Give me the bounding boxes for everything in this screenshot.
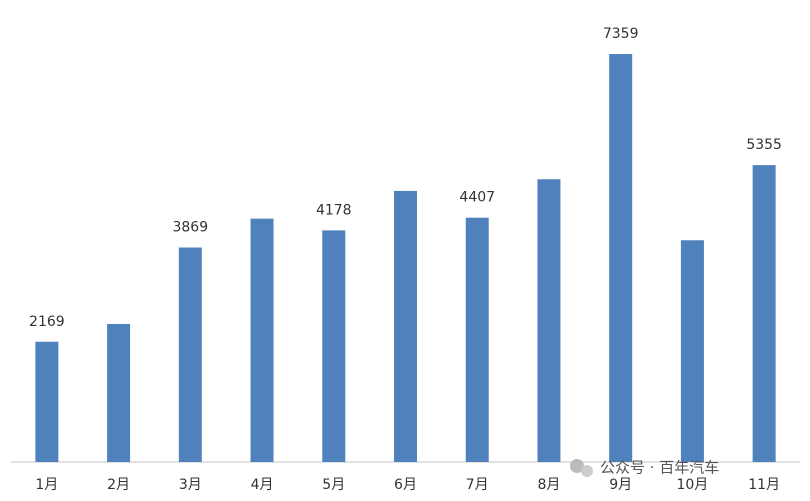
bar bbox=[680, 240, 704, 462]
x-tick-label: 11月 bbox=[748, 477, 780, 493]
x-tick-label: 2月 bbox=[107, 477, 130, 493]
x-tick-label: 9月 bbox=[609, 477, 632, 493]
bar bbox=[465, 217, 489, 462]
data-label: 7359 bbox=[603, 26, 639, 42]
bar bbox=[752, 165, 776, 462]
bar bbox=[322, 230, 346, 462]
x-tick-label: 5月 bbox=[322, 477, 345, 493]
x-tick-label: 3月 bbox=[179, 477, 202, 493]
bar bbox=[107, 323, 131, 462]
x-tick-label: 7月 bbox=[466, 477, 489, 493]
bar bbox=[394, 190, 417, 462]
bar bbox=[35, 341, 59, 462]
bar bbox=[250, 218, 274, 462]
x-tick-label: 6月 bbox=[394, 477, 417, 493]
data-label: 4178 bbox=[316, 202, 352, 218]
x-tick-label: 8月 bbox=[537, 477, 560, 493]
x-tick-label: 10月 bbox=[676, 477, 708, 493]
data-label: 4407 bbox=[459, 190, 495, 206]
data-label: 3869 bbox=[172, 220, 208, 236]
bar bbox=[537, 179, 561, 463]
watermark: 公众号 · 百年汽车 bbox=[600, 459, 719, 477]
x-tick-label: 1月 bbox=[35, 477, 58, 493]
data-label: 2169 bbox=[29, 314, 65, 330]
bar bbox=[178, 247, 202, 462]
x-tick-label: 4月 bbox=[251, 477, 274, 493]
bar bbox=[609, 54, 633, 463]
data-label: 5355 bbox=[746, 137, 782, 153]
watermark-icon bbox=[570, 459, 593, 477]
